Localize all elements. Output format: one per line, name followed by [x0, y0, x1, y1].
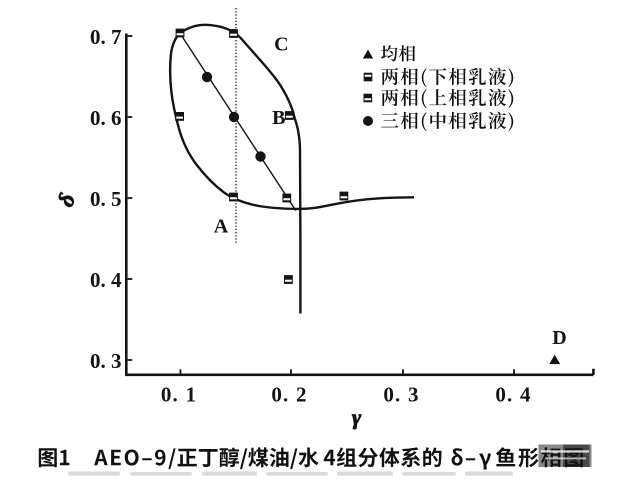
svg-text:0. 1: 0. 1 — [161, 382, 197, 406]
svg-text:0. 3: 0. 3 — [90, 349, 122, 373]
svg-text:0. 6: 0. 6 — [90, 106, 122, 130]
svg-text:B: B — [272, 107, 285, 129]
svg-text:0. 4: 0. 4 — [90, 268, 122, 292]
svg-text:γ: γ — [352, 405, 362, 430]
svg-text:A: A — [214, 216, 229, 238]
svg-text:0. 3: 0. 3 — [383, 382, 419, 406]
svg-text:0. 5: 0. 5 — [90, 187, 122, 211]
svg-text:D: D — [552, 327, 566, 349]
svg-text:C: C — [274, 34, 288, 56]
svg-text:0. 2: 0. 2 — [271, 382, 307, 406]
svg-text:0. 4: 0. 4 — [495, 382, 531, 406]
svg-text:0. 7: 0. 7 — [90, 25, 122, 49]
